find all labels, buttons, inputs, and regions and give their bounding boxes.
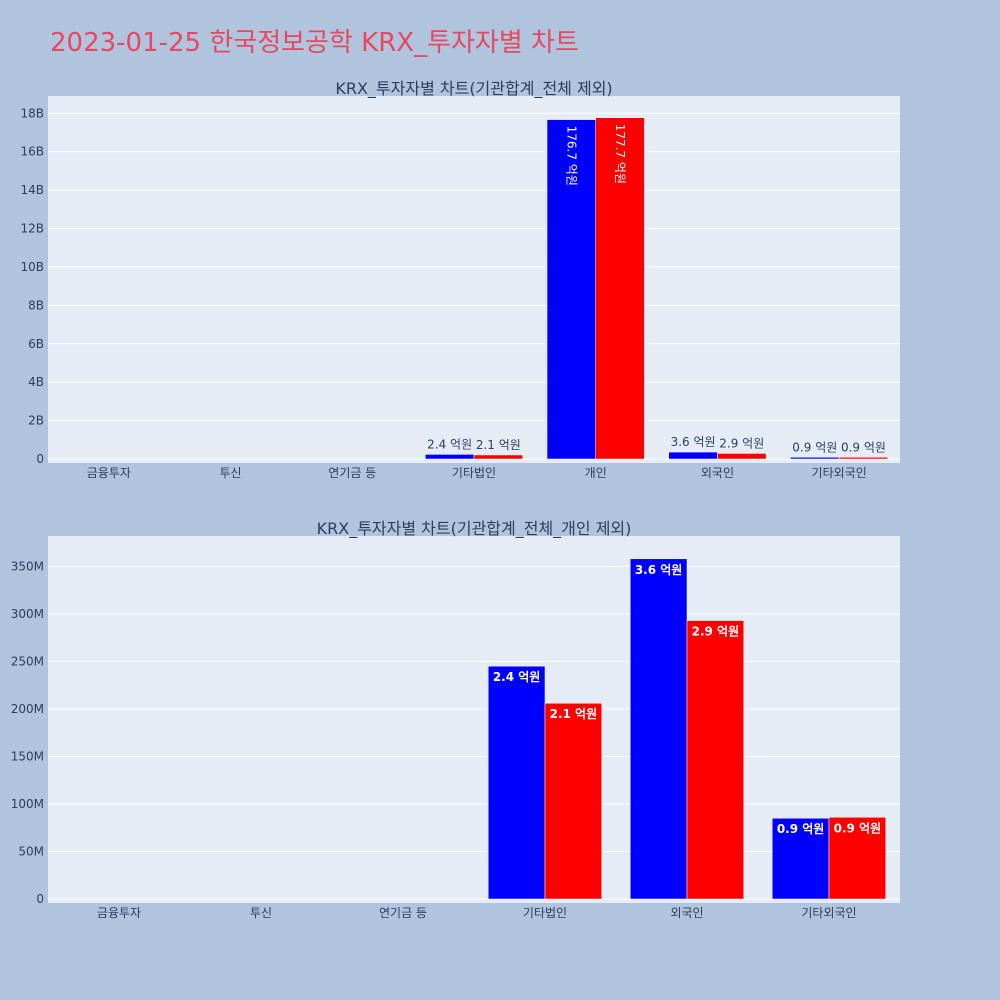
bar xyxy=(717,453,767,460)
y-tick-label: 0 xyxy=(36,452,44,466)
data-label: 2.4 억원 xyxy=(427,437,472,451)
x-tick-label: 기타외국인 xyxy=(812,466,867,480)
bar xyxy=(544,702,603,900)
bar xyxy=(546,119,596,460)
y-tick-label: 200M xyxy=(11,702,44,716)
data-label: 2.1 억원 xyxy=(476,438,521,452)
data-label: 176.7 억원 xyxy=(564,126,578,186)
bar xyxy=(425,454,475,460)
y-tick-label: 4B xyxy=(28,375,44,389)
x-tick-label: 외국인 xyxy=(670,906,703,920)
y-tick-label: 250M xyxy=(11,654,44,668)
data-label: 0.9 억원 xyxy=(841,440,886,454)
x-tick-label: 외국인 xyxy=(701,466,734,480)
page-title: 2023-01-25 한국정보공학 KRX_투자자별 차트 xyxy=(50,28,579,58)
y-tick-label: 150M xyxy=(11,749,44,763)
x-tick-label: 투신 xyxy=(220,466,242,480)
data-label: 3.6 억원 xyxy=(635,563,683,577)
y-tick-label: 350M xyxy=(11,559,44,573)
plot-area xyxy=(48,96,900,463)
bar xyxy=(487,665,546,900)
data-label: 2.1 억원 xyxy=(550,707,598,721)
chart-1: 0 2B 4B 6B 8B 10B 12B 14B 16B 18B KRX_투자자별 차트(기관합계… xyxy=(20,79,900,480)
bar xyxy=(473,454,523,460)
x-tick-label: 기타법인 xyxy=(523,906,567,920)
x-tick-label: 연기금 등 xyxy=(379,906,427,920)
data-label: 3.6 억원 xyxy=(671,435,716,449)
bar xyxy=(790,457,840,460)
bar xyxy=(771,817,830,900)
x-tick-label: 기타외국인 xyxy=(801,906,856,920)
chart-title: KRX_투자자별 차트(기관합계_전체_개인 제외) xyxy=(317,519,632,539)
y-tick-label: 6B xyxy=(28,337,44,351)
bar xyxy=(595,117,645,460)
x-tick-label: 금융투자 xyxy=(97,906,141,920)
y-tick-label: 2B xyxy=(28,414,44,428)
y-tick-label: 0 xyxy=(36,892,44,906)
bar xyxy=(828,817,887,900)
data-label: 2.4 억원 xyxy=(493,670,541,684)
x-tick-label: 개인 xyxy=(585,466,607,480)
x-tick-label: 금융투자 xyxy=(87,466,131,480)
data-label: 0.9 억원 xyxy=(777,822,825,836)
bar xyxy=(629,558,688,900)
y-tick-label: 10B xyxy=(20,260,44,274)
data-label: 2.9 억원 xyxy=(692,625,740,639)
y-tick-label: 50M xyxy=(18,844,44,858)
y-tick-label: 14B xyxy=(20,183,44,197)
data-label: 0.9 억원 xyxy=(834,821,882,835)
chart-title: KRX_투자자별 차트(기관합계_전체 제외) xyxy=(335,79,612,99)
y-tick-label: 12B xyxy=(20,222,44,236)
bar xyxy=(668,451,718,460)
y-tick-label: 8B xyxy=(28,298,44,312)
chart-2: 0 50M 100M 150M 200M 250M 300M 350M KRX_투자자별 차트(… xyxy=(11,519,900,920)
bar xyxy=(838,457,889,460)
plot-area xyxy=(48,536,900,903)
bar xyxy=(686,620,745,900)
data-label: 2.9 억원 xyxy=(719,436,764,450)
x-tick-label: 기타법인 xyxy=(452,466,496,480)
y-tick-label: 16B xyxy=(20,145,44,159)
data-label: 177.7 억원 xyxy=(613,124,627,184)
data-label: 0.9 억원 xyxy=(792,440,837,454)
y-tick-label: 100M xyxy=(11,797,44,811)
x-tick-label: 연기금 등 xyxy=(328,466,376,480)
y-tick-label: 18B xyxy=(20,106,44,120)
x-tick-label: 투신 xyxy=(250,906,272,920)
y-tick-label: 300M xyxy=(11,607,44,621)
